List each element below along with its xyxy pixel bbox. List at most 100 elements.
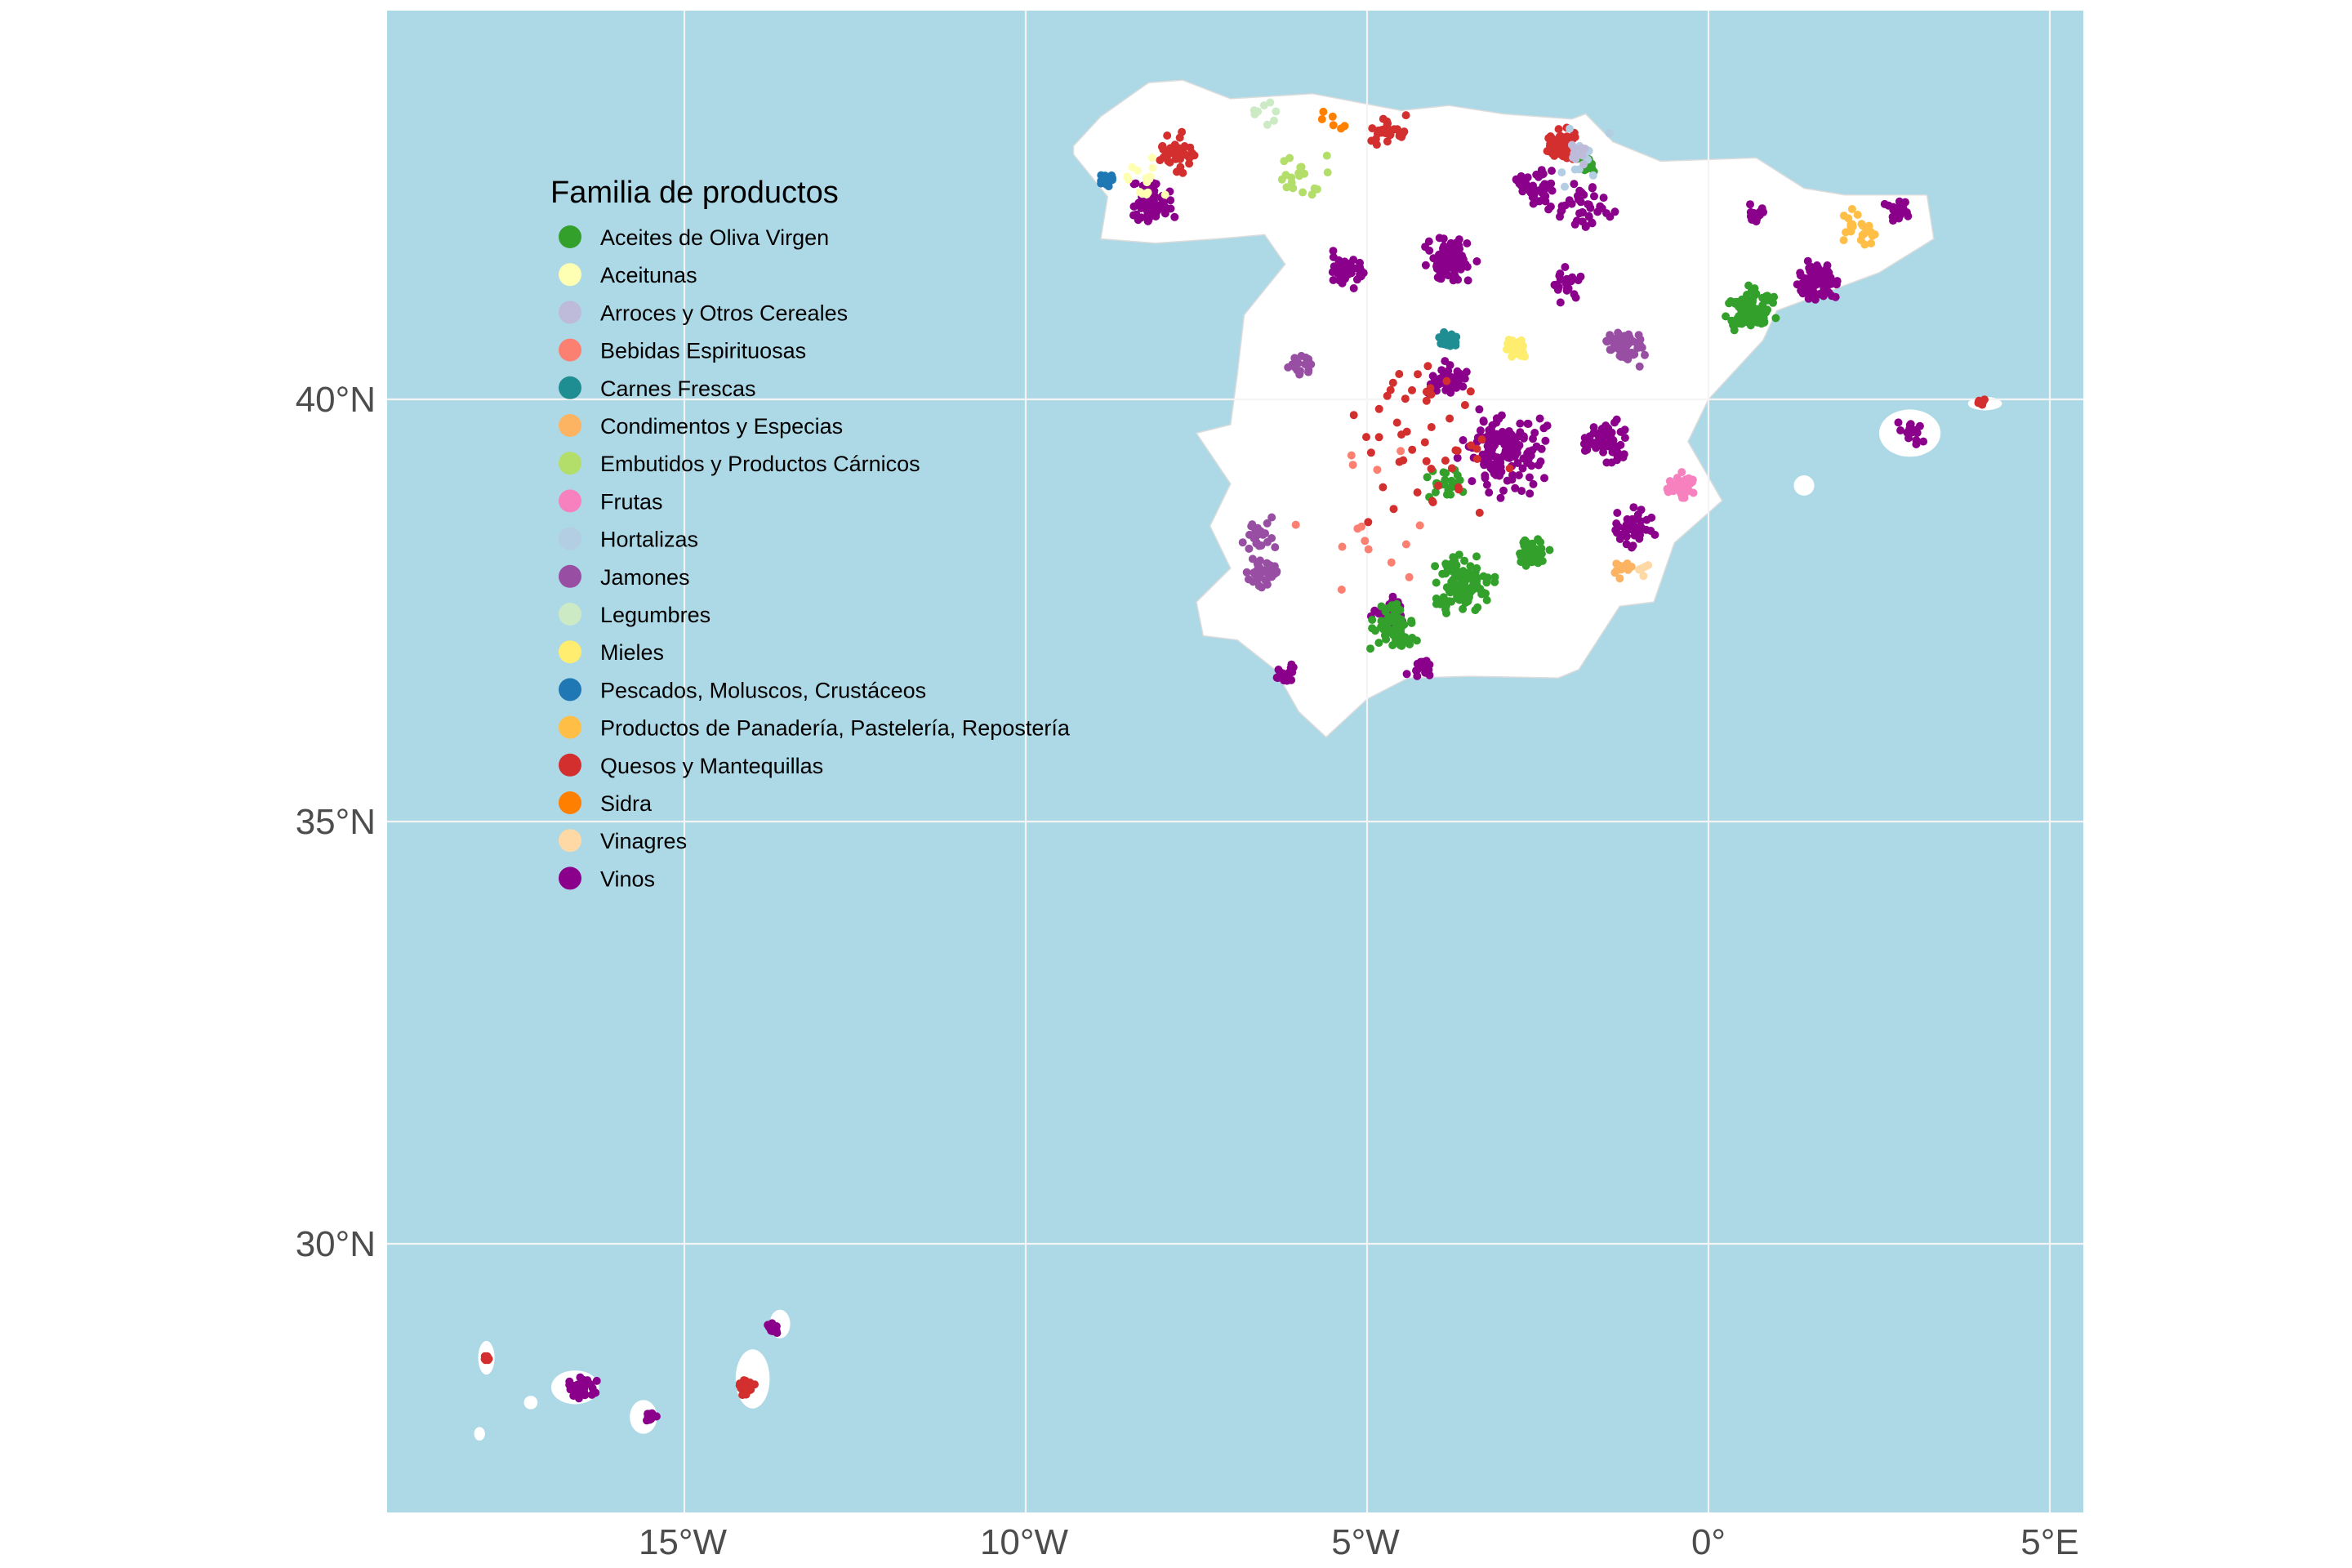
- point-aceites-de-oliva-virgen: [1412, 636, 1421, 645]
- legend-label: Embutidos y Productos Cárnicos: [600, 452, 920, 476]
- point-quesos-y-mantequillas: [1364, 518, 1373, 527]
- point-vinos: [576, 1383, 585, 1391]
- point-frutas: [1683, 475, 1692, 484]
- point-vinos: [1800, 274, 1809, 283]
- y-tick-label-30: 30°N: [296, 1224, 376, 1264]
- point-quesos-y-mantequillas: [1366, 448, 1375, 457]
- legend-item: Productos de Panadería, Pastelería, Repo…: [559, 715, 1071, 741]
- point-quesos-y-mantequillas: [1414, 370, 1422, 379]
- point-quesos-y-mantequillas: [1552, 146, 1561, 155]
- legend-item: Sidra: [559, 791, 653, 816]
- point-quesos-y-mantequillas: [1383, 391, 1392, 400]
- point-jamones: [1304, 368, 1312, 376]
- point-aceites-de-oliva-virgen: [1441, 568, 1450, 577]
- point-arroces-y-otros-cereales: [1569, 154, 1578, 162]
- point-mieles: [1518, 342, 1527, 351]
- point-quesos-y-mantequillas: [1395, 131, 1404, 140]
- point-vinos: [1540, 474, 1548, 483]
- graticule: [387, 11, 2083, 1512]
- point-aceites-de-oliva-virgen: [1368, 624, 1377, 633]
- point-vinos: [1439, 234, 1448, 243]
- point-frutas: [1671, 483, 1680, 491]
- legend-item: Pescados, Moluscos, Crustáceos: [559, 678, 926, 702]
- point-vinos: [579, 1375, 588, 1384]
- point-quesos-y-mantequillas: [1383, 137, 1392, 146]
- point-vinos: [1496, 493, 1505, 502]
- point-aceites-de-oliva-virgen: [1442, 608, 1450, 617]
- point-jamones: [1261, 576, 1270, 585]
- point-vinos: [1402, 670, 1411, 679]
- point-vinos: [1570, 220, 1579, 229]
- point-vinos: [1448, 272, 1457, 281]
- point-vinos: [1453, 367, 1462, 376]
- point-vinos: [1880, 199, 1889, 208]
- point-aceites-de-oliva-virgen: [1545, 546, 1554, 555]
- legend-item: Mieles: [559, 640, 664, 665]
- point-aceites-de-oliva-virgen: [1389, 626, 1398, 635]
- point-vinos: [1832, 280, 1841, 289]
- point-jamones: [1263, 519, 1272, 528]
- point-vinos: [1143, 216, 1152, 225]
- point-vinos: [1570, 290, 1579, 299]
- point-vinos: [1463, 276, 1472, 285]
- point-vinos: [1524, 420, 1533, 428]
- point-vinos: [1757, 204, 1766, 213]
- point-jamones: [1301, 353, 1310, 362]
- point-vinos: [1529, 434, 1537, 443]
- point-quesos-y-mantequillas: [1176, 163, 1185, 172]
- point-vinos: [1610, 207, 1619, 216]
- point-sidra: [1337, 124, 1346, 133]
- point-vinos: [1147, 203, 1156, 212]
- point-aceitunas: [1147, 154, 1156, 163]
- point-vinos: [1472, 257, 1481, 265]
- point-sidra: [1329, 121, 1338, 130]
- point-vinos: [1482, 480, 1491, 489]
- point-vinos: [1646, 527, 1655, 535]
- point-vinos: [1518, 187, 1527, 196]
- point-vinos: [1538, 170, 1547, 179]
- point-vinos: [1428, 372, 1437, 381]
- point-aceites-de-oliva-virgen: [1477, 590, 1486, 599]
- point-aceites-de-oliva-virgen: [1441, 469, 1450, 478]
- point-vinos: [1599, 448, 1608, 457]
- point-vinos: [1462, 368, 1471, 376]
- point-vinos: [1596, 202, 1605, 211]
- point-vinos: [1583, 445, 1592, 454]
- point-quesos-y-mantequillas: [1386, 131, 1395, 140]
- point-aceites-de-oliva-virgen: [1453, 471, 1462, 479]
- point-aceites-de-oliva-virgen: [1534, 559, 1543, 568]
- point-quesos-y-mantequillas: [1442, 376, 1451, 385]
- point-aceites-de-oliva-virgen: [1388, 641, 1397, 650]
- point-quesos-y-mantequillas: [1446, 414, 1454, 423]
- point-quesos-y-mantequillas: [1185, 159, 1194, 168]
- point-embutidos-y-productos-c-rnicos: [1285, 154, 1294, 163]
- point-aceites-de-oliva-virgen: [1368, 616, 1377, 624]
- point-aceites-de-oliva-virgen: [1479, 572, 1488, 581]
- legend-label: Condimentos y Especias: [600, 414, 843, 439]
- point-quesos-y-mantequillas: [1368, 124, 1377, 133]
- point-vinos: [1803, 256, 1812, 265]
- point-sidra: [1328, 112, 1337, 121]
- point-vinos: [1906, 420, 1915, 429]
- point-vinos: [1612, 415, 1621, 424]
- mainland-spain: [1072, 79, 1935, 738]
- point-legumbres: [1263, 120, 1272, 129]
- point-aceites-de-oliva-virgen: [1441, 559, 1450, 568]
- point-vinos: [1913, 429, 1922, 437]
- point-aceites-de-oliva-virgen: [1469, 576, 1478, 585]
- point-aceites-de-oliva-virgen: [1366, 644, 1374, 653]
- legend-item: Jamones: [559, 564, 690, 590]
- point-quesos-y-mantequillas: [1388, 378, 1397, 387]
- point-jamones: [1303, 359, 1312, 368]
- point-vinos: [1460, 374, 1469, 383]
- point-vinos: [1523, 458, 1532, 467]
- point-aceites-de-oliva-virgen: [1383, 604, 1392, 612]
- point-quesos-y-mantequillas: [1379, 114, 1388, 123]
- legend-title: Familia de productos: [550, 176, 839, 210]
- point-quesos-y-mantequillas: [1466, 387, 1475, 396]
- point-quesos-y-mantequillas: [1402, 427, 1411, 436]
- point-carnes-frescas: [1435, 333, 1444, 342]
- point-vinos: [1531, 197, 1540, 206]
- point-vinos: [1525, 473, 1534, 482]
- point-vinos: [1809, 287, 1818, 296]
